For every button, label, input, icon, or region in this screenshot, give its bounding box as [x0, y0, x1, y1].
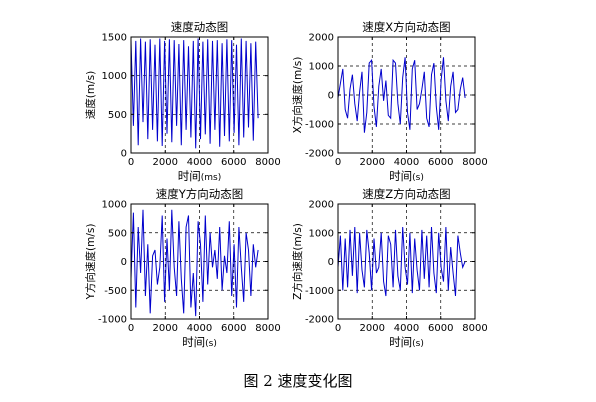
chart2-ytick-label: 0: [328, 91, 334, 102]
chart2-series-line: [337, 57, 466, 133]
chart4-xtick-label: 0: [335, 323, 341, 334]
chart3-series-line: [130, 209, 259, 317]
chart2-xtick-label: 0: [335, 157, 341, 168]
chart2-xtick-label: 4000: [394, 157, 419, 168]
chart3-ytick-label: 0: [121, 257, 127, 268]
chart4-xtick-label: 4000: [394, 323, 419, 334]
chart2-xtick-label: 2000: [360, 157, 385, 168]
chart4-ytick-label: 2000: [309, 200, 334, 211]
chart1-xtick-label: 4000: [187, 157, 212, 168]
chart3-xtick-label: 8000: [255, 323, 280, 334]
chart4-ytick-label: -1000: [305, 286, 334, 297]
chart3-ytick-label: 500: [108, 228, 127, 239]
chart3-xlabel: 时间(s): [182, 335, 217, 349]
chart2-xtick-label: 6000: [428, 157, 453, 168]
chart3-xtick-label: 6000: [221, 323, 246, 334]
chart1-ytick-label: 0: [121, 149, 127, 160]
chart4-xtick-label: 8000: [462, 323, 487, 334]
chart1-xtick-label: 2000: [153, 157, 178, 168]
chart3-ytick-label: -500: [104, 286, 127, 297]
chart1-xtick-label: 0: [128, 157, 134, 168]
chart1-title: 速度动态图: [171, 20, 229, 34]
chart2-title: 速度X方向动态图: [362, 20, 450, 34]
chart4-xtick-label: 2000: [360, 323, 385, 334]
chart1-xtick-label: 8000: [255, 157, 280, 168]
chart4-ytick-label: -2000: [305, 315, 334, 326]
chart4-ytick-label: 0: [328, 257, 334, 268]
chart4-ytick-label: 1000: [309, 228, 334, 239]
chart3-xtick-label: 4000: [187, 323, 212, 334]
chart2-ytick-label: -2000: [305, 149, 334, 160]
chart4-series-line: [337, 226, 466, 297]
chart2-xtick-label: 8000: [462, 157, 487, 168]
chart3-ytick-label: -1000: [98, 315, 127, 326]
figure-caption: 图 2 速度变化图: [243, 372, 353, 390]
chart1-xlabel: 时间(ms): [178, 169, 221, 183]
chart1-ytick-label: 500: [108, 110, 127, 121]
chart4-xtick-label: 6000: [428, 323, 453, 334]
chart2-ylabel: X方向速度(m/s): [291, 57, 304, 134]
chart1-ylabel: 速度(m/s): [84, 71, 97, 119]
chart1-xtick-label: 6000: [221, 157, 246, 168]
chart2-ytick-label: 1000: [309, 62, 334, 73]
chart4-ylabel: Z方向速度(m/s): [291, 223, 304, 300]
chart4-xlabel: 时间(s): [389, 335, 424, 349]
chart3-title: 速度Y方向动态图: [156, 187, 244, 201]
chart1-ytick-label: 1000: [102, 71, 127, 82]
chart3-ylabel: Y方向速度(m/s): [84, 224, 97, 301]
chart3-xtick-label: 2000: [153, 323, 178, 334]
chart1-series-line: [130, 38, 259, 149]
chart2-ytick-label: -1000: [305, 120, 334, 131]
chart1-ytick-label: 1500: [102, 33, 127, 44]
chart3-ytick-label: 1000: [102, 200, 127, 211]
chart3-xtick-label: 0: [128, 323, 134, 334]
chart2-xlabel: 时间(s): [389, 169, 424, 183]
chart4-title: 速度Z方向动态图: [362, 187, 450, 201]
chart2-ytick-label: 2000: [309, 33, 334, 44]
